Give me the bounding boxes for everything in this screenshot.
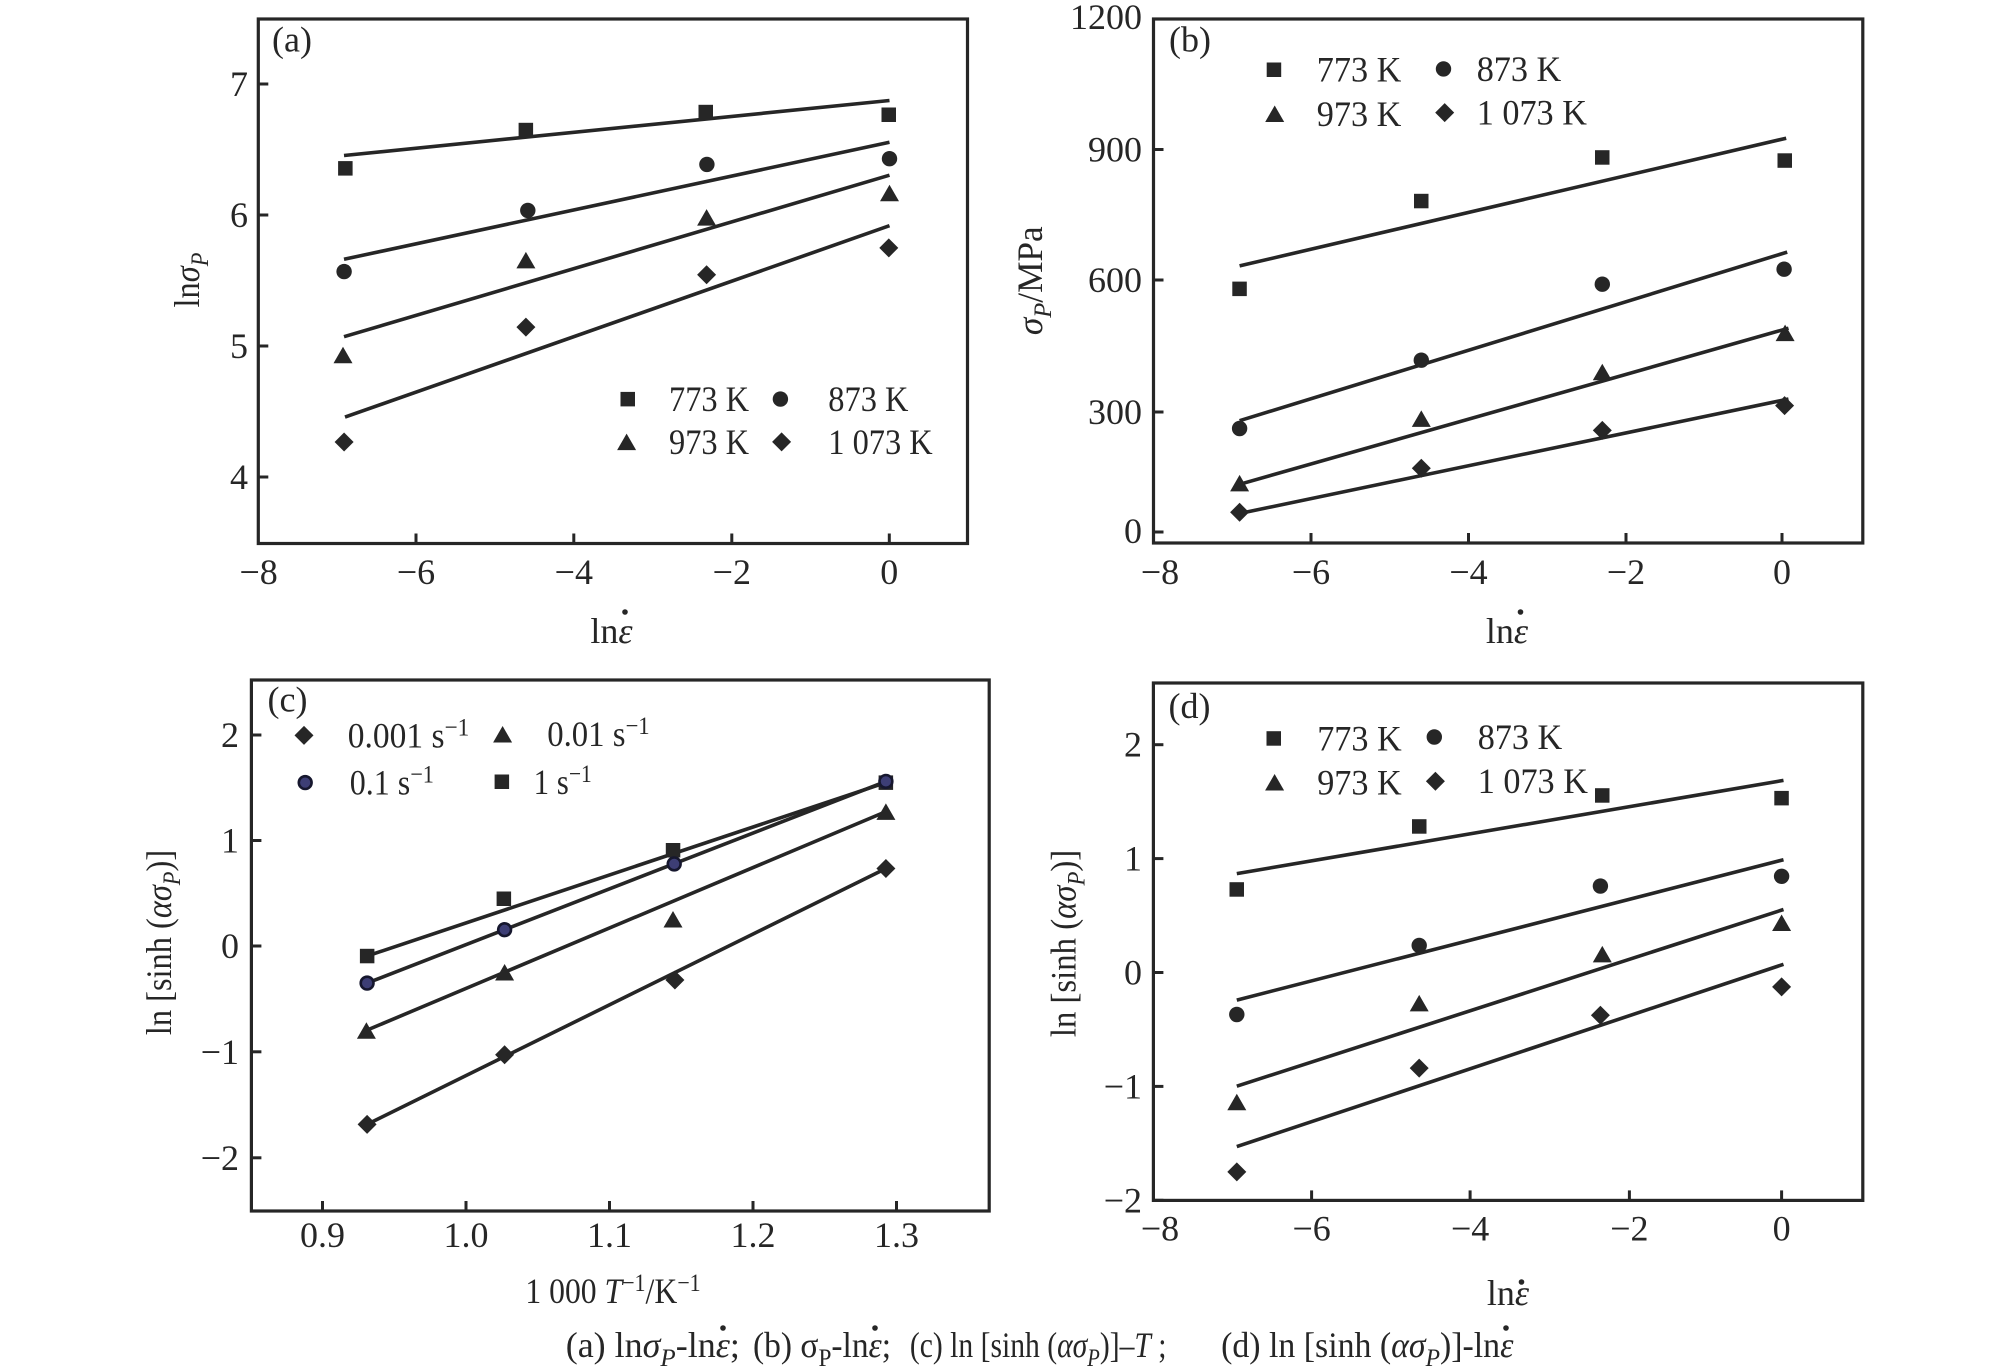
svg-text:0: 0	[221, 926, 239, 966]
svg-text:773 K: 773 K	[1317, 719, 1402, 759]
svg-text:−8: −8	[239, 552, 277, 592]
svg-text:1: 1	[1124, 839, 1142, 879]
svg-text:773 K: 773 K	[1317, 50, 1402, 90]
svg-text:−4: −4	[1451, 1209, 1489, 1249]
svg-text:873 K: 873 K	[1478, 717, 1563, 757]
svg-text:0: 0	[1124, 511, 1142, 551]
svg-text:1.0: 1.0	[444, 1215, 489, 1255]
svg-text:−6: −6	[1292, 552, 1330, 592]
svg-text:−2: −2	[1607, 552, 1645, 592]
svg-text:−6: −6	[397, 552, 435, 592]
svg-text:−1: −1	[201, 1032, 239, 1072]
svg-text:0: 0	[1773, 552, 1791, 592]
svg-text:1.2: 1.2	[731, 1215, 776, 1255]
svg-text:−2: −2	[1610, 1209, 1648, 1249]
svg-text:σP/MPa: σP/MPa	[1010, 226, 1057, 335]
svg-text:(b): (b)	[1169, 20, 1211, 60]
svg-text:600: 600	[1088, 260, 1142, 300]
svg-text:−2: −2	[201, 1138, 239, 1178]
svg-text:(a) lnσP-lnε;: (a) lnσP-lnε;	[566, 1325, 740, 1372]
svg-text:(c): (c)	[268, 680, 308, 720]
svg-text:1 073 K: 1 073 K	[1478, 761, 1588, 801]
svg-text:873 K: 873 K	[828, 379, 908, 419]
svg-text:4: 4	[230, 457, 248, 497]
svg-text:6: 6	[230, 195, 248, 235]
svg-text:2: 2	[221, 715, 239, 755]
svg-text:(a): (a)	[272, 20, 312, 60]
svg-text:300: 300	[1088, 392, 1142, 432]
svg-text:873 K: 873 K	[1477, 49, 1562, 89]
svg-text:−6: −6	[1292, 1209, 1330, 1249]
svg-text:7: 7	[230, 64, 248, 104]
svg-text:973 K: 973 K	[1317, 763, 1402, 803]
svg-text:0: 0	[1124, 953, 1142, 993]
svg-text:1 073 K: 1 073 K	[1477, 93, 1587, 133]
svg-text:2: 2	[1124, 725, 1142, 765]
svg-text:5: 5	[230, 326, 248, 366]
svg-text:1 073 K: 1 073 K	[828, 422, 933, 462]
svg-text:lnε: lnε	[1486, 611, 1529, 651]
svg-text:1.3: 1.3	[874, 1215, 919, 1255]
svg-text:973 K: 973 K	[669, 422, 749, 462]
svg-text:0.01 s−1: 0.01 s−1	[547, 713, 649, 754]
svg-text:−2: −2	[1104, 1180, 1142, 1220]
svg-text:−4: −4	[1449, 552, 1487, 592]
svg-text:−2: −2	[713, 552, 751, 592]
svg-text:1 000 T−1/K−1: 1 000 T−1/K−1	[525, 1270, 700, 1312]
svg-text:−8: −8	[1141, 552, 1179, 592]
svg-text:1: 1	[221, 821, 239, 861]
svg-text:−4: −4	[555, 552, 593, 592]
svg-text:lnε: lnε	[1487, 1273, 1530, 1313]
svg-text:0: 0	[880, 552, 898, 592]
svg-text:773 K: 773 K	[669, 379, 749, 419]
svg-text:(c) ln [sinh (ασP)]–T ;: (c) ln [sinh (ασP)]–T ;	[910, 1326, 1167, 1371]
svg-text:0.9: 0.9	[300, 1215, 345, 1255]
svg-text:973 K: 973 K	[1317, 94, 1402, 134]
svg-text:lnε: lnε	[590, 611, 633, 651]
svg-text:−1: −1	[1104, 1066, 1142, 1106]
svg-text:1200: 1200	[1070, 0, 1142, 37]
svg-text:0: 0	[1773, 1209, 1791, 1249]
svg-text:−8: −8	[1141, 1209, 1179, 1249]
svg-text:1.1: 1.1	[587, 1215, 632, 1255]
svg-text:900: 900	[1088, 130, 1142, 170]
svg-text:0.1 s−1: 0.1 s−1	[350, 761, 434, 803]
svg-text:(d) ln [sinh (ασP)]-lnε: (d) ln [sinh (ασP)]-lnε	[1221, 1325, 1514, 1372]
svg-text:(d): (d)	[1169, 686, 1211, 726]
